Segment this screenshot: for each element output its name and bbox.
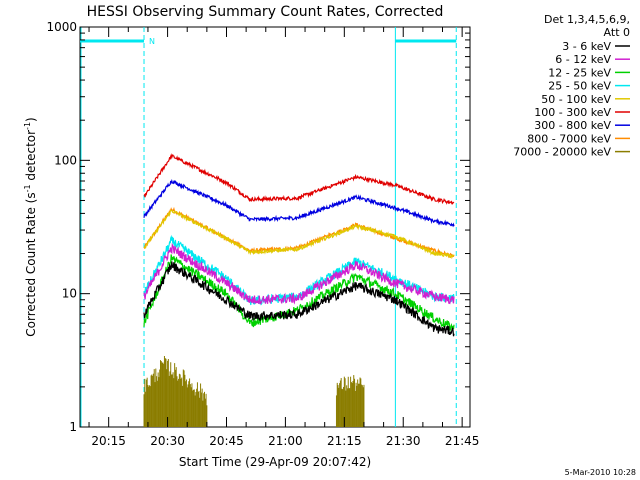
legend-label: 100 - 300 keV [534, 106, 611, 119]
x-tick-label: 21:15 [327, 434, 362, 448]
night-bars: N [80, 37, 457, 46]
y-ticks: 1 10 100 1000 [46, 20, 470, 434]
series-line [143, 261, 455, 337]
series-layer [143, 153, 455, 427]
y-tick-label: 10 [62, 287, 77, 301]
night-label: N [149, 37, 155, 46]
series-line [143, 179, 455, 228]
plot-area: N 20:15 20:30 20:45 21:00 21:15 21:30 21:45 11… [46, 20, 479, 448]
legend-header-line2: Att 0 [604, 26, 630, 39]
x-ticks: 20:15 20:30 20:45 21:00 21:15 21:30 21:45 [88, 27, 480, 448]
series-line [143, 209, 455, 259]
x-tick-label: 20:15 [91, 434, 126, 448]
y-tick-label: 100 [54, 153, 77, 167]
plot-frame [79, 26, 471, 428]
legend-label: 300 - 800 keV [534, 119, 611, 132]
x-tick-label: 21:45 [445, 434, 480, 448]
vertical-markers [80, 27, 457, 427]
chart-title: HESSI Observing Summary Count Rates, Cor… [87, 4, 444, 20]
x-tick-label: 21:30 [386, 434, 421, 448]
x-tick-label: 20:45 [209, 434, 244, 448]
legend-header-line1: Det 1,3,4,5,6,9, [544, 13, 630, 26]
x-axis-label: Start Time (29-Apr-09 20:07:42) [179, 455, 371, 469]
legend-label: 7000 - 20000 keV [513, 146, 611, 159]
y-tick-label: 1 [69, 420, 77, 434]
legend-label: 6 - 12 keV [555, 53, 611, 66]
legend-label: 12 - 25 keV [548, 66, 611, 79]
series-line [143, 254, 455, 331]
legend-label: 3 - 6 keV [562, 40, 611, 53]
x-tick-label: 21:00 [268, 434, 303, 448]
legend-label: 25 - 50 keV [548, 80, 611, 93]
x-tick-label: 20:30 [150, 434, 185, 448]
series-line [143, 242, 455, 305]
series-line [143, 153, 455, 205]
y-axis-label: Corrected Count Rate (s-1 detector-1) [23, 117, 38, 336]
legend-label: 800 - 7000 keV [527, 132, 611, 145]
y-tick-label: 1000 [46, 20, 77, 34]
legend-label: 50 - 100 keV [541, 93, 611, 106]
footer-date: 5-Mar-2010 10:28 [565, 468, 636, 477]
